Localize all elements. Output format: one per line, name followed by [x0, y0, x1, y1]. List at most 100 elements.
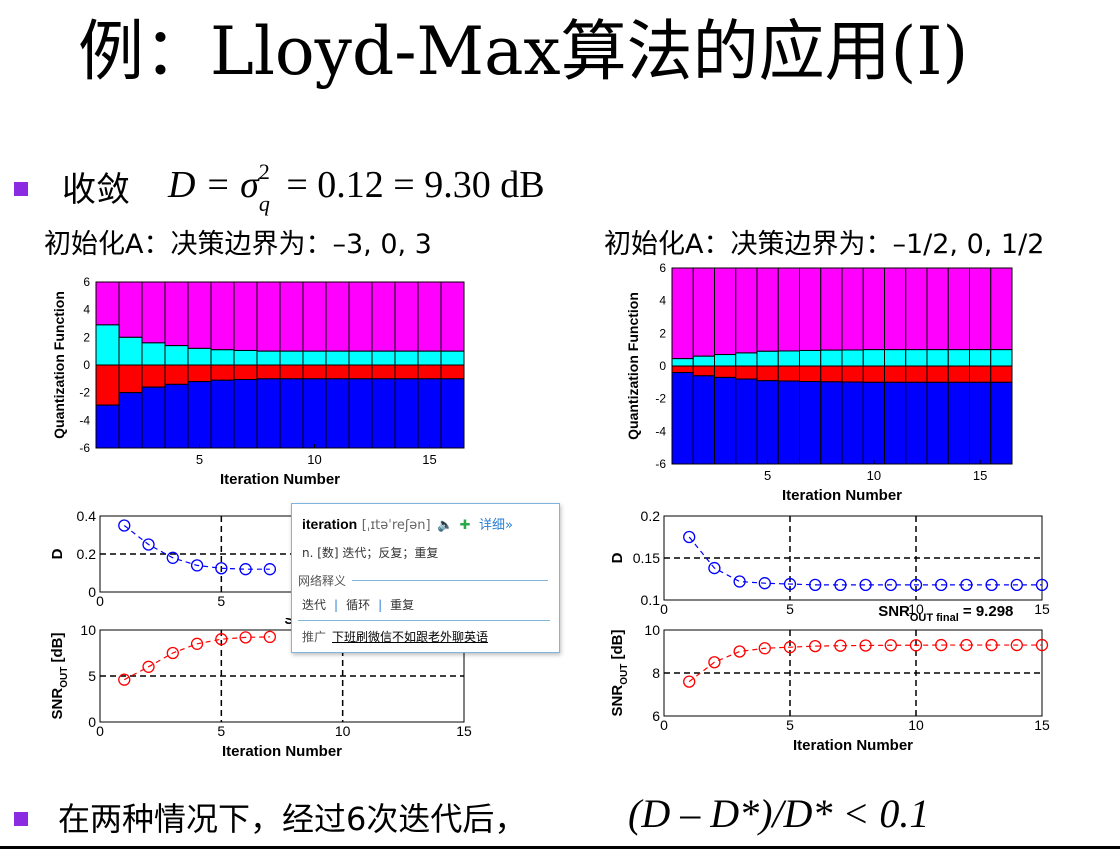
quant-bar-blue — [671, 372, 694, 465]
quant-bar-blue — [969, 381, 992, 465]
quant-bar-blue — [325, 378, 350, 449]
quant-bar-blue — [141, 386, 166, 449]
data-point — [166, 646, 179, 660]
data-point — [758, 642, 771, 655]
right-caption: 初始化A：决策边界为：–1/2, 0, 1/2 — [604, 229, 1045, 260]
quant-bar-blue — [256, 378, 281, 449]
quant-bar-blue — [692, 375, 715, 465]
popup-header: iteration [ˌɪtəˈreʃən] 🔈 ✚ 详细» — [302, 514, 513, 533]
x-tick-label: 5 — [764, 468, 771, 483]
data-point — [215, 633, 228, 646]
quant-bar-magenta — [348, 281, 373, 352]
data-point — [985, 638, 998, 652]
quant-bar-magenta — [862, 267, 885, 351]
popup-ad-link[interactable]: 下班刷微信不如跟老外聊英语 — [332, 630, 489, 644]
quant-bar-blue — [371, 378, 396, 449]
quant-bar-red — [118, 364, 143, 394]
y-tick-label: 4 — [659, 294, 666, 308]
formula-d-sigma: D = σ — [168, 164, 259, 206]
quant-bar-magenta — [841, 267, 864, 351]
bullet1-label: 收敛 — [62, 170, 130, 210]
data-point — [142, 660, 155, 673]
quant-bar-magenta — [884, 267, 907, 351]
bullet2-label: 在两种情况下，经过6次迭代后， — [58, 800, 527, 838]
quant-bar-blue — [947, 381, 970, 465]
y-tick-label: 0.1 — [641, 592, 661, 608]
speaker-icon[interactable]: 🔈 — [437, 518, 454, 533]
x-axis-label: Iteration Number — [782, 487, 902, 504]
data-point — [935, 578, 948, 592]
x-tick-label: 5 — [786, 717, 794, 733]
quant-bar-blue — [990, 381, 1013, 465]
data-point — [859, 639, 872, 652]
quant-bar-magenta — [233, 281, 258, 351]
x-tick-label: 15 — [1034, 601, 1050, 617]
quant-bar-cyan — [279, 350, 304, 366]
quant-bar-cyan — [118, 336, 143, 366]
y-axis-label: D — [609, 552, 626, 563]
y-tick-label: -6 — [655, 457, 666, 471]
data-point — [909, 639, 923, 652]
data-point — [960, 638, 973, 652]
x-tick-label: 10 — [335, 723, 351, 739]
y-tick-label: 6 — [659, 261, 666, 275]
right-quantization-chart: 6 4 2 0 -2 -4 -6 5 10 15 Iteration Number Quantizat… — [620, 258, 1020, 506]
x-tick-label: 5 — [196, 452, 203, 467]
dictionary-popup[interactable]: iteration [ˌɪtəˈreʃən] 🔈 ✚ 详细» n. [数] 迭代… — [291, 503, 560, 653]
data-point — [1010, 638, 1023, 652]
quant-bar-blue — [799, 381, 822, 465]
popup-web-item[interactable]: 重复 — [390, 598, 415, 612]
quant-bar-red — [302, 364, 327, 380]
y-tick-label: -2 — [655, 392, 666, 406]
quant-bar-magenta — [210, 281, 235, 351]
y-tick-label: 6 — [652, 708, 660, 724]
right-snr-chart: 10 8 6 0 5 10 15 Iteration Number SNROUT [dB] — [600, 620, 1060, 766]
quant-bar-blue — [440, 378, 465, 449]
data-point — [1010, 578, 1023, 592]
detail-link[interactable]: 详细» — [479, 518, 513, 533]
quant-bar-magenta — [969, 267, 992, 351]
x-tick-label: 15 — [422, 452, 436, 467]
quant-bar-magenta — [371, 281, 396, 352]
left-quantization-chart: 6 4 2 0 -2 -4 -6 5 10 15 Iteration Number Quantizat… — [44, 268, 474, 496]
data-point — [263, 563, 277, 576]
x-tick-label: 15 — [456, 723, 472, 739]
x-tick-label: 5 — [786, 601, 794, 617]
data-point — [909, 578, 923, 592]
quant-bar-red — [947, 365, 970, 383]
popup-web-item[interactable]: 循环 — [346, 598, 371, 612]
popup-web-item[interactable]: 迭代 — [302, 598, 327, 612]
quant-bar-magenta — [394, 281, 419, 352]
data-point — [733, 575, 746, 588]
quant-bar-magenta — [947, 267, 970, 351]
y-tick-label: 0 — [83, 358, 90, 372]
series-line — [688, 536, 1042, 586]
data-point — [239, 563, 252, 576]
quant-bar-red — [799, 365, 822, 383]
data-point — [809, 639, 822, 653]
x-axis-label: Iteration Number — [222, 743, 342, 760]
quant-bar-blue — [164, 383, 189, 449]
quant-bar-blue — [302, 378, 327, 449]
quant-bar-blue — [95, 404, 120, 449]
quant-bar-red — [141, 364, 166, 388]
quant-bar-cyan — [777, 350, 800, 367]
y-tick-label: -4 — [655, 424, 666, 438]
quant-bar-magenta — [692, 267, 715, 357]
formula-sub: q — [258, 191, 270, 216]
popup-divider — [352, 580, 548, 581]
quant-bar-red — [820, 365, 843, 383]
data-point — [1035, 638, 1049, 652]
x-tick-label: 10 — [908, 717, 924, 733]
data-point — [118, 673, 131, 686]
quant-bar-red — [256, 364, 281, 380]
data-point — [708, 561, 721, 575]
data-point — [118, 519, 131, 532]
quant-bar-magenta — [440, 281, 465, 352]
quant-bar-cyan — [969, 349, 992, 367]
data-point — [142, 538, 155, 551]
quant-bar-cyan — [799, 349, 822, 367]
data-point — [834, 578, 847, 592]
add-wordbook-icon[interactable]: ✚ — [459, 518, 471, 533]
